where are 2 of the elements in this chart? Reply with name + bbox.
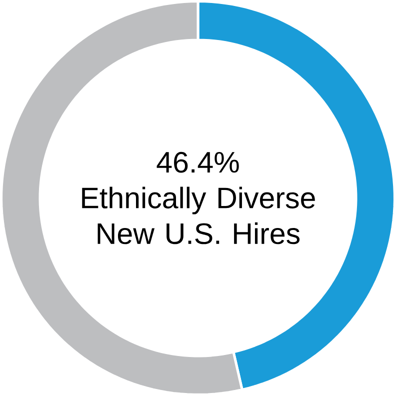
data-label: 46.4% bbox=[156, 152, 239, 173]
text: Ethnically Diverse New U.S. Hires bbox=[82, 186, 315, 244]
